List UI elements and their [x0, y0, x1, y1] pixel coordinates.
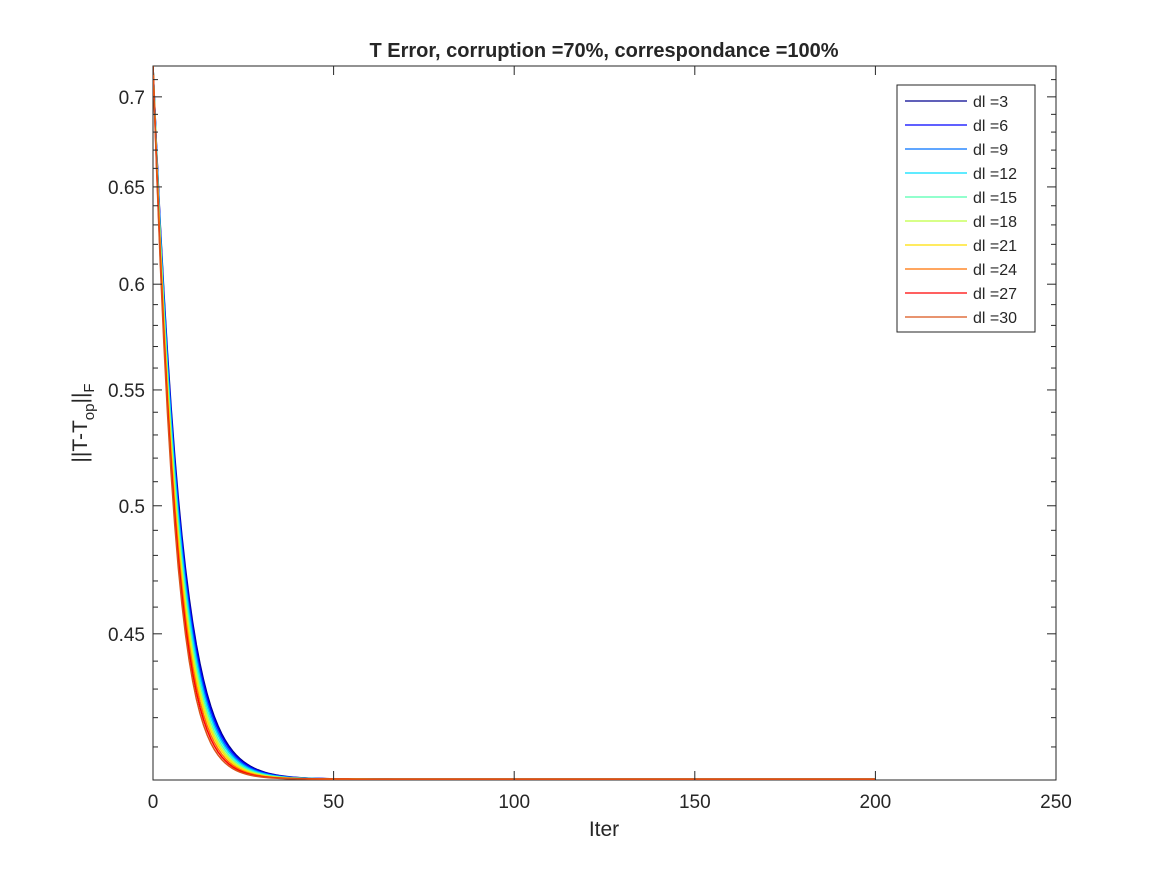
y-axis-ticks: 0.45 0.5 0.55 0.6 0.65 0.7: [108, 79, 1056, 748]
x-tick-label: 0: [148, 792, 159, 813]
x-axis-ticks: 0 50 100 150 200 250: [148, 66, 1072, 813]
y-axis-label-base: ||T-T: [69, 420, 92, 463]
legend-label: dl =15: [973, 190, 1017, 207]
legend-label: dl =3: [973, 94, 1008, 111]
y-tick-label: 0.7: [119, 88, 145, 109]
legend: dl =3 dl =6 dl =9 dl =12 dl =15 dl =18 dl =21 d…: [896, 84, 1036, 333]
legend-label: dl =30: [973, 310, 1017, 327]
y-tick-label: 0.65: [108, 178, 145, 199]
x-tick-label: 100: [498, 792, 530, 813]
legend-label: dl =21: [973, 238, 1017, 255]
y-tick-label: 0.5: [119, 497, 145, 518]
y-axis-label-subscript: op: [81, 404, 98, 421]
legend-label: dl =9: [973, 142, 1008, 159]
legend-label: dl =18: [973, 214, 1017, 231]
legend-label: dl =6: [973, 118, 1008, 135]
x-tick-label: 150: [679, 792, 711, 813]
x-tick-label: 200: [860, 792, 892, 813]
y-tick-label: 0.6: [119, 275, 145, 296]
x-tick-label: 50: [323, 792, 344, 813]
x-axis-label: Iter: [589, 818, 619, 841]
y-tick-label: 0.45: [108, 625, 145, 646]
chart-title: T Error, corruption =70%, correspondance…: [369, 40, 838, 62]
y-axis-label-subscript-2: F: [81, 383, 98, 392]
legend-label: dl =12: [973, 166, 1017, 183]
legend-box: [896, 84, 1036, 333]
y-axis-label-mid: ||: [69, 393, 92, 404]
y-tick-label: 0.55: [108, 381, 145, 402]
legend-label: dl =24: [973, 262, 1017, 279]
x-tick-label: 250: [1040, 792, 1072, 813]
legend-label: dl =27: [973, 286, 1017, 303]
y-axis-label: ||T-Top||F: [69, 383, 98, 462]
